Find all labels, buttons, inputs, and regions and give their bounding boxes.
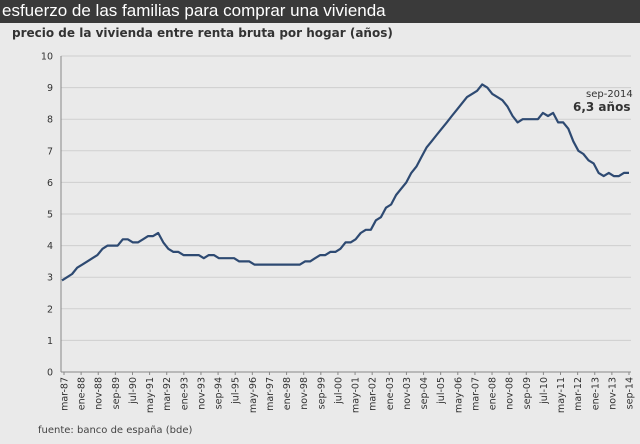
x-tick-label: jul-10 [539, 377, 550, 405]
x-tick-label: sep-04 [419, 377, 430, 409]
x-tick-label: sep-14 [625, 377, 636, 409]
x-tick-label: sep-89 [111, 377, 122, 409]
y-tick-label: 3 [47, 273, 53, 284]
series-line [61, 83, 629, 282]
y-tick-label: 9 [47, 83, 53, 94]
y-tick-label: 0 [47, 368, 53, 379]
x-tick-label: jul-95 [231, 377, 242, 405]
x-tick-label: sep-94 [214, 377, 225, 409]
x-tick-label: ene-88 [77, 377, 88, 410]
y-tick-label: 5 [47, 210, 53, 221]
y-tick-label: 10 [41, 52, 53, 63]
x-tick-label: may-96 [248, 377, 259, 413]
x-tick-label: nov-88 [94, 377, 105, 410]
x-tick-label: jul-90 [128, 377, 139, 405]
x-tick-label: sep-99 [316, 377, 327, 409]
x-tick-label: jul-00 [333, 377, 344, 405]
x-tick-label: nov-03 [402, 377, 413, 410]
x-tick-label: nov-93 [196, 377, 207, 410]
x-tick-label: mar-92 [162, 377, 173, 411]
x-tick-label: mar-87 [60, 377, 71, 411]
chart-title: esfuerzo de las familias para comprar un… [2, 1, 386, 20]
y-tick-label: 8 [47, 115, 53, 126]
x-tick-label: nov-13 [607, 377, 618, 410]
y-tick-label: 2 [47, 304, 53, 315]
source-note: fuente: banco de españa (bde) [38, 425, 193, 436]
x-tick-label: ene-03 [385, 377, 396, 410]
annotation-period: sep-2014 [586, 89, 633, 100]
title-bar: esfuerzo de las familias para comprar un… [0, 0, 640, 23]
x-tick-label: may-01 [351, 377, 362, 413]
x-tick-label: mar-97 [265, 377, 276, 411]
y-tick-label: 4 [47, 241, 53, 252]
grid-lines [61, 55, 631, 341]
y-tick-label: 1 [47, 336, 53, 347]
x-tick-label: ene-98 [282, 377, 293, 410]
y-tick-label: 7 [47, 146, 53, 157]
x-tick-label: sep-09 [522, 377, 533, 409]
y-axis-ticks: 0 1 2 3 4 5 6 7 8 9 10 [41, 52, 53, 379]
annotation-value: 6,3 años [573, 100, 630, 114]
x-tick-label: ene-08 [488, 377, 499, 410]
x-tick-label: ene-93 [179, 377, 190, 410]
x-tick-label: mar-02 [368, 377, 379, 411]
x-tick-label: may-91 [145, 377, 156, 413]
x-tick-label: may-06 [453, 377, 464, 413]
x-tick-label: nov-08 [505, 377, 516, 410]
x-tick-label: jul-05 [436, 377, 447, 405]
chart-subtitle: precio de la vivienda entre renta bruta … [12, 26, 393, 40]
x-tick-label: nov-98 [299, 377, 310, 410]
x-tick-label: mar-12 [573, 377, 584, 411]
x-tick-label: may-11 [556, 377, 567, 413]
x-axis-ticks: mar-87 ene-88 nov-88 sep-89 jul-90 may-91 mar-… [60, 372, 636, 413]
x-tick-label: ene-13 [590, 377, 601, 410]
y-tick-label: 6 [47, 178, 53, 189]
x-tick-label: mar-07 [470, 377, 481, 411]
